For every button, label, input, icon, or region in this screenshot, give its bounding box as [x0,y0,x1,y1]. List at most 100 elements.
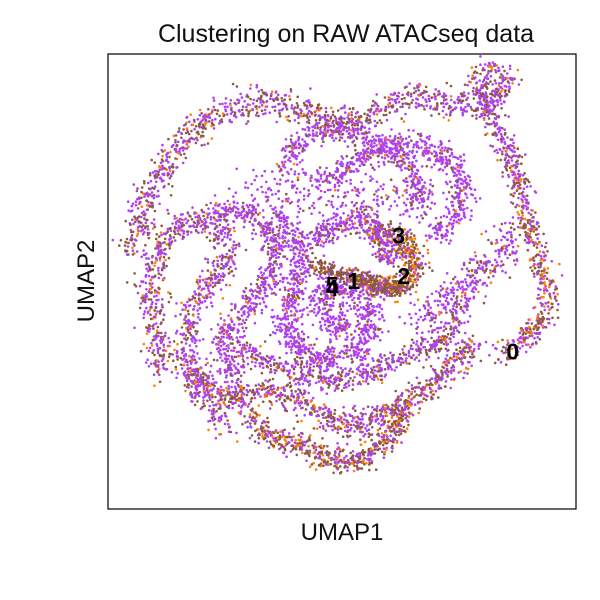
scatter-point [181,333,185,337]
scatter-point [498,69,501,72]
scatter-point [530,239,533,242]
scatter-point [262,92,266,96]
scatter-point [219,356,222,359]
scatter-point [274,280,278,284]
scatter-point [160,148,163,152]
scatter-point [158,250,162,254]
scatter-point [350,111,354,114]
scatter-point [161,154,164,158]
scatter-point [342,106,346,110]
scatter-point [540,244,544,247]
scatter-point [192,326,195,329]
scatter-point [214,427,217,431]
scatter-point [323,115,327,118]
scatter-point [158,202,161,206]
scatter-point [329,133,333,137]
scatter-point [487,82,490,86]
scatter-point [145,199,148,202]
scatter-point [240,216,244,220]
scatter-point [420,190,423,194]
scatter-point [500,107,503,110]
scatter-point [350,121,354,124]
scatter-point [203,218,206,221]
scatter-point [274,90,278,93]
scatter-point [202,214,205,218]
scatter-point [541,272,544,276]
scatter-point [527,211,530,215]
scatter-point [223,342,226,345]
scatter-point [521,333,525,336]
scatter-point [259,289,263,292]
scatter-point [224,97,228,100]
scatter-point [506,144,510,148]
scatter-point [534,324,538,328]
scatter-point [406,230,410,233]
scatter-point [397,142,400,145]
scatter-point [247,306,250,310]
scatter-point [219,340,223,344]
scatter-point [249,97,252,101]
scatter-point [473,70,477,73]
scatter-point [224,210,228,213]
scatter-point [466,174,470,178]
scatter-point [258,296,261,300]
scatter-point [145,252,148,255]
scatter-point [546,305,550,308]
scatter-point [536,321,540,325]
scatter-point [242,215,246,219]
scatter-point [445,228,448,232]
scatter-point [197,302,201,306]
scatter-point [345,154,349,158]
scatter-point [130,234,134,237]
scatter-point [180,225,184,228]
scatter-point [304,104,307,107]
scatter-point [305,120,309,124]
scatter-point [410,172,414,176]
scatter-point [511,339,515,342]
scatter-point [354,122,357,126]
scatter-point [471,74,474,77]
scatter-point [297,114,301,117]
scatter-point [532,272,536,276]
scatter-point [334,117,338,120]
scatter-point [415,276,419,279]
scatter-point [152,218,156,221]
scatter-point [411,266,415,269]
scatter-point [292,111,296,114]
scatter-point [515,165,519,169]
scatter-point [227,231,230,234]
scatter-point [247,114,250,118]
scatter-point [295,112,299,116]
scatter-point [150,221,154,225]
scatter-point [505,93,509,96]
scatter-point [160,340,164,344]
scatter-point [312,138,315,142]
scatter-point [223,105,227,109]
scatter-point [178,217,182,221]
scatter-point [233,364,236,367]
scatter-point [219,338,222,341]
scatter-point [260,308,264,312]
scatter-point [221,278,224,282]
scatter-point [333,185,337,189]
scatter-point [400,253,404,256]
scatter-point [147,257,150,260]
scatter-point [146,329,149,333]
scatter-point [203,404,206,408]
scatter-point [239,335,242,339]
scatter-point [290,106,294,110]
scatter-point [511,82,514,85]
scatter-point [418,194,422,198]
scatter-point [220,414,224,418]
scatter-point [167,291,170,294]
scatter-point [458,191,462,195]
scatter-point [161,160,165,163]
scatter-point [532,244,536,247]
scatter-point [296,355,299,359]
scatter-point [131,246,134,250]
scatter-point [364,160,368,163]
scatter-point [136,228,140,231]
scatter-point [155,322,158,325]
scatter-point [522,331,525,334]
scatter-point [512,134,516,137]
